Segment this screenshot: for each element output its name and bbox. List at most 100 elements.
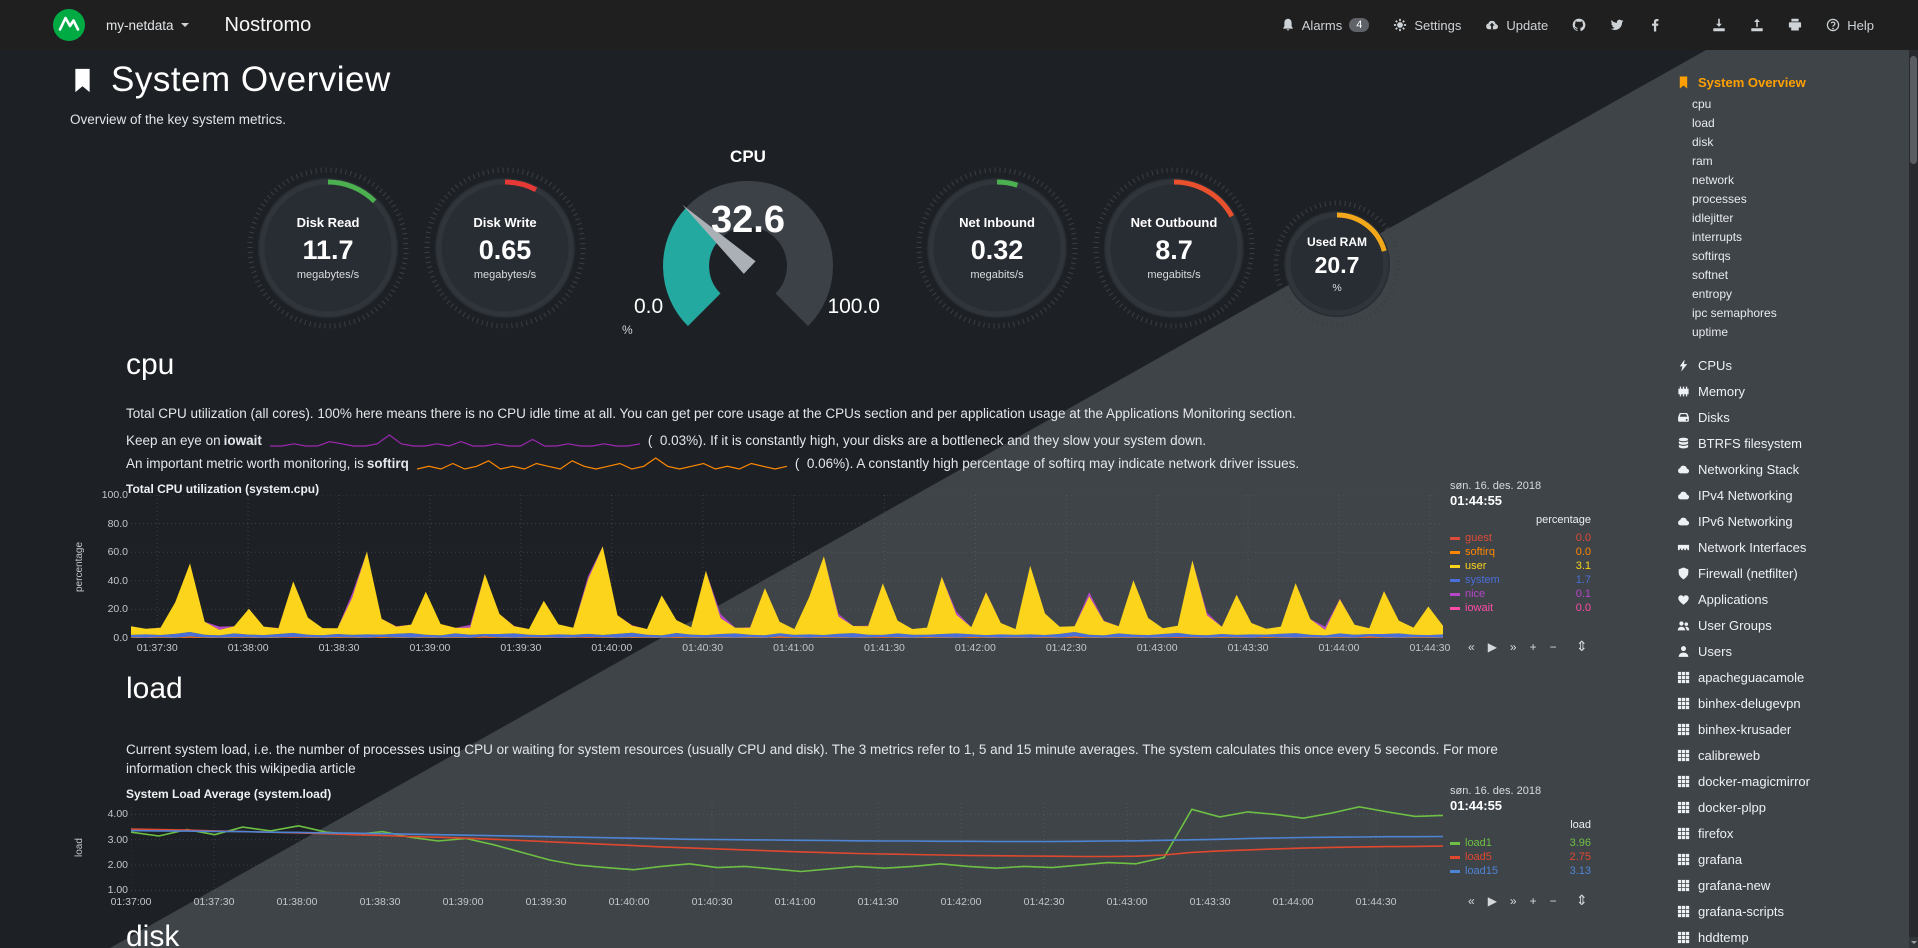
sidebar-item-ipv6-networking[interactable]: IPv6 Networking	[1676, 508, 1908, 534]
net-inbound-gauge[interactable]: Net Inbound 0.32 megabits/s	[912, 163, 1082, 333]
sidebar-item-memory[interactable]: Memory	[1676, 378, 1908, 404]
chart-backward-button[interactable]: «	[1468, 640, 1475, 654]
legend-item-guest[interactable]: guest 0.0	[1450, 531, 1591, 545]
hostname-dropdown[interactable]: my-netdata	[106, 18, 189, 33]
sidebar-item-network[interactable]: network	[1676, 170, 1908, 189]
chart-resize-handle[interactable]: ⇕	[1576, 638, 1588, 654]
legend-item-load1[interactable]: load1 3.96	[1450, 836, 1591, 850]
sidebar-item-cpu[interactable]: cpu	[1676, 94, 1908, 113]
chart-resize-handle[interactable]: ⇕	[1576, 892, 1588, 908]
sidebar-item-grafana-new[interactable]: grafana-new	[1676, 872, 1908, 898]
legend-series-value: 3.1	[1575, 560, 1591, 572]
legend-item-nice[interactable]: nice 0.1	[1450, 587, 1591, 601]
sidebar-item-grafana-scripts[interactable]: grafana-scripts	[1676, 898, 1908, 924]
scroll-down-arrow[interactable]	[1909, 937, 1918, 948]
sidebar-item-applications[interactable]: Applications	[1676, 586, 1908, 612]
used-ram-gauge[interactable]: Used RAM 20.7 %	[1269, 196, 1405, 332]
netdata-logo[interactable]	[52, 8, 86, 42]
disk-read-gauge[interactable]: Disk Read 11.7 megabytes/s	[243, 163, 413, 333]
chart-legend: percentage guest 0.0 softirq 0.0 user 3.1 syst…	[1450, 514, 1591, 615]
sidebar-item-idlejitter[interactable]: idlejitter	[1676, 208, 1908, 227]
chart-play-button[interactable]: ▶	[1487, 894, 1497, 908]
legend-item-system[interactable]: system 1.7	[1450, 573, 1591, 587]
sidebar-item-label: Memory	[1698, 383, 1745, 399]
sidebar-item-disk[interactable]: disk	[1676, 132, 1908, 151]
cpu-gauge[interactable]: CPU 32.6 0.0 100.0 %	[612, 147, 884, 342]
softirq-sparkline[interactable]	[416, 456, 787, 471]
sidebar-item-docker-plpp[interactable]: docker-plpp	[1676, 794, 1908, 820]
sidebar-item-btrfs-filesystem[interactable]: BTRFS filesystem	[1676, 430, 1908, 456]
sidebar-item-hddtemp[interactable]: hddtemp	[1676, 924, 1908, 948]
system-load-chart: System Load Average (system.load) søn. 1…	[70, 783, 1595, 915]
wikipedia-article-link[interactable]: this wikipedia article	[235, 761, 356, 776]
easypie-dial	[916, 167, 1078, 329]
grid-icon	[1676, 905, 1690, 918]
gauge-unit: megabytes/s	[473, 269, 537, 281]
net-outbound-gauge[interactable]: Net Outbound 8.7 megabits/s	[1089, 163, 1259, 333]
sidebar-item-load[interactable]: load	[1676, 113, 1908, 132]
sidebar-item-docker-magicmirror[interactable]: docker-magicmirror	[1676, 768, 1908, 794]
save-snapshot-button[interactable]	[1712, 18, 1726, 32]
alarms-button[interactable]: Alarms 4	[1281, 18, 1370, 33]
disk-write-gauge[interactable]: Disk Write 0.65 megabytes/s	[420, 163, 590, 333]
chart-backward-button[interactable]: «	[1468, 894, 1475, 908]
sidebar-item-softirqs[interactable]: softirqs	[1676, 246, 1908, 265]
sidebar-item-binhex-delugevpn[interactable]: binhex-delugevpn	[1676, 690, 1908, 716]
settings-button[interactable]: Settings	[1393, 18, 1461, 33]
sidebar-item-ipc-semaphores[interactable]: ipc semaphores	[1676, 303, 1908, 322]
sidebar-item-user-groups[interactable]: User Groups	[1676, 612, 1908, 638]
sidebar-item-label: binhex-krusader	[1698, 721, 1792, 737]
chart-zoom-in-button[interactable]: +	[1529, 640, 1537, 654]
chart-forward-button[interactable]: »	[1509, 640, 1517, 654]
github-button[interactable]	[1572, 18, 1586, 32]
chart-zoom-out-button[interactable]: −	[1549, 894, 1557, 908]
sidebar-item-label: User Groups	[1698, 617, 1772, 633]
legend-item-load5[interactable]: load5 2.75	[1450, 850, 1591, 864]
sidebar-item-networking-stack[interactable]: Networking Stack	[1676, 456, 1908, 482]
sidebar-item-disks[interactable]: Disks	[1676, 404, 1908, 430]
y-axis: 1.00 2.00 3.00 4.00	[84, 803, 128, 896]
sidebar-item-users[interactable]: Users	[1676, 638, 1908, 664]
chart-hover-time: 01:44:55	[1450, 493, 1503, 508]
help-button[interactable]: Help	[1826, 18, 1874, 33]
twitter-icon	[1610, 18, 1624, 32]
sidebar-item-network-interfaces[interactable]: Network Interfaces	[1676, 534, 1908, 560]
sidebar-item-processes[interactable]: processes	[1676, 189, 1908, 208]
sidebar-item-system-overview[interactable]: System Overview	[1676, 70, 1908, 94]
x-axis-tick: 01:42:30	[1045, 642, 1087, 654]
chart-zoom-out-button[interactable]: −	[1549, 640, 1557, 654]
chart-play-button[interactable]: ▶	[1487, 640, 1497, 654]
sidebar-item-softnet[interactable]: softnet	[1676, 265, 1908, 284]
page-scrollbar[interactable]	[1909, 50, 1918, 948]
print-button[interactable]	[1788, 18, 1802, 32]
sidebar-item-label: ipc semaphores	[1692, 305, 1777, 320]
load-snapshot-button[interactable]	[1750, 18, 1764, 32]
legend-color-dash	[1450, 592, 1460, 596]
sidebar-item-grafana[interactable]: grafana	[1676, 846, 1908, 872]
iowait-sparkline[interactable]	[269, 433, 640, 448]
scrollbar-thumb[interactable]	[1910, 56, 1917, 164]
y-axis-tick: 80.0	[107, 517, 128, 530]
chart-zoom-in-button[interactable]: +	[1529, 894, 1537, 908]
load-chart-plot[interactable]	[131, 803, 1443, 893]
update-button[interactable]: Update	[1485, 18, 1548, 33]
sidebar-item-calibreweb[interactable]: calibreweb	[1676, 742, 1908, 768]
legend-item-softirq[interactable]: softirq 0.0	[1450, 545, 1591, 559]
legend-item-user[interactable]: user 3.1	[1450, 559, 1591, 573]
sidebar-item-ipv4-networking[interactable]: IPv4 Networking	[1676, 482, 1908, 508]
twitter-button[interactable]	[1610, 18, 1624, 32]
sidebar-item-uptime[interactable]: uptime	[1676, 322, 1908, 341]
chart-forward-button[interactable]: »	[1509, 894, 1517, 908]
sidebar-item-cpus[interactable]: CPUs	[1676, 352, 1908, 378]
legend-item-load15[interactable]: load15 3.13	[1450, 864, 1591, 878]
sidebar-item-binhex-krusader[interactable]: binhex-krusader	[1676, 716, 1908, 742]
sidebar-item-interrupts[interactable]: interrupts	[1676, 227, 1908, 246]
legend-item-iowait[interactable]: iowait 0.0	[1450, 601, 1591, 615]
sidebar-item-apacheguacamole[interactable]: apacheguacamole	[1676, 664, 1908, 690]
sidebar-item-entropy[interactable]: entropy	[1676, 284, 1908, 303]
sidebar-item-ram[interactable]: ram	[1676, 151, 1908, 170]
sidebar-item-firewall-netfilter-[interactable]: Firewall (netfilter)	[1676, 560, 1908, 586]
sidebar-item-firefox[interactable]: firefox	[1676, 820, 1908, 846]
facebook-button[interactable]	[1648, 18, 1662, 32]
cpu-chart-plot[interactable]	[131, 495, 1443, 638]
